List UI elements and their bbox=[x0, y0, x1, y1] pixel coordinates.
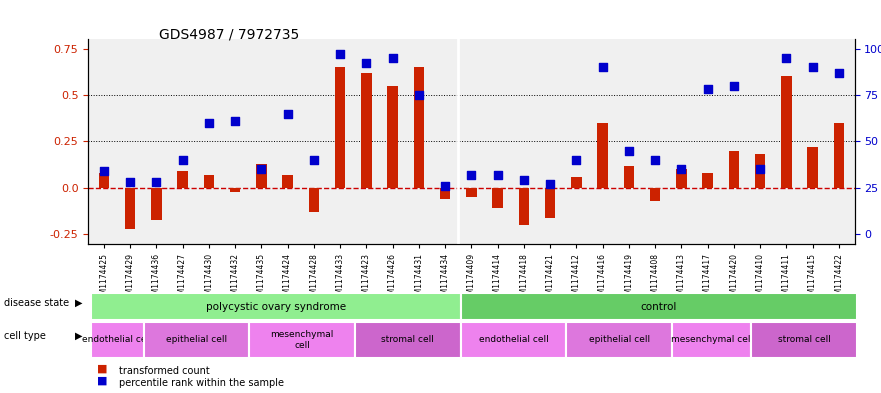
Text: cell type: cell type bbox=[4, 331, 47, 341]
Bar bbox=[388, 86, 398, 188]
Point bbox=[464, 172, 478, 178]
Text: transformed count: transformed count bbox=[119, 366, 210, 376]
Text: control: control bbox=[640, 301, 677, 312]
Point bbox=[228, 118, 242, 124]
Text: stromal cell: stromal cell bbox=[381, 336, 434, 344]
Point bbox=[569, 157, 583, 163]
Text: GDS4987 / 7972735: GDS4987 / 7972735 bbox=[159, 28, 299, 42]
Point bbox=[123, 179, 137, 185]
Text: endothelial cell: endothelial cell bbox=[478, 336, 549, 344]
Text: percentile rank within the sample: percentile rank within the sample bbox=[119, 378, 284, 388]
Bar bbox=[440, 188, 450, 199]
Bar bbox=[729, 151, 739, 188]
Point bbox=[700, 86, 714, 93]
Point bbox=[648, 157, 663, 163]
Point bbox=[832, 70, 846, 76]
Text: endothelial cell: endothelial cell bbox=[82, 336, 152, 344]
Bar bbox=[650, 188, 661, 201]
Text: mesenchymal cell: mesenchymal cell bbox=[670, 336, 753, 344]
Bar bbox=[702, 173, 713, 188]
Point bbox=[202, 120, 216, 126]
Bar bbox=[125, 188, 136, 229]
Point bbox=[780, 55, 794, 61]
Point bbox=[149, 179, 163, 185]
Bar bbox=[282, 175, 292, 188]
Point bbox=[491, 172, 505, 178]
Point bbox=[543, 181, 557, 187]
Bar bbox=[597, 123, 608, 188]
Bar bbox=[230, 188, 241, 192]
Bar bbox=[204, 175, 214, 188]
Point bbox=[175, 157, 189, 163]
Point bbox=[411, 92, 426, 98]
Text: stromal cell: stromal cell bbox=[778, 336, 831, 344]
Text: ■: ■ bbox=[97, 364, 107, 373]
Bar bbox=[99, 173, 109, 188]
Text: epithelial cell: epithelial cell bbox=[589, 336, 650, 344]
Bar bbox=[571, 177, 581, 188]
Text: polycystic ovary syndrome: polycystic ovary syndrome bbox=[205, 301, 346, 312]
Bar bbox=[152, 188, 161, 220]
Point bbox=[805, 64, 819, 70]
Point bbox=[753, 166, 767, 173]
Bar bbox=[519, 188, 529, 225]
Bar bbox=[413, 67, 424, 188]
Bar bbox=[177, 171, 188, 188]
Text: ▶: ▶ bbox=[75, 298, 83, 308]
Point bbox=[438, 183, 452, 189]
Point bbox=[359, 60, 374, 66]
Bar bbox=[624, 165, 634, 188]
Bar bbox=[544, 188, 555, 218]
Bar bbox=[308, 188, 319, 212]
Text: epithelial cell: epithelial cell bbox=[166, 336, 227, 344]
Point bbox=[596, 64, 610, 70]
Bar bbox=[833, 123, 844, 188]
Bar bbox=[256, 164, 267, 188]
Point bbox=[255, 166, 269, 173]
Point bbox=[517, 177, 531, 184]
Text: mesenchymal
cell: mesenchymal cell bbox=[270, 330, 334, 350]
Bar bbox=[335, 67, 345, 188]
Point bbox=[333, 51, 347, 57]
Bar bbox=[755, 154, 766, 188]
Point bbox=[674, 166, 688, 173]
Point bbox=[97, 168, 111, 174]
Bar bbox=[807, 147, 818, 188]
Bar bbox=[676, 169, 686, 188]
Text: disease state: disease state bbox=[4, 298, 70, 308]
Point bbox=[280, 110, 294, 117]
Text: ▶: ▶ bbox=[75, 331, 83, 341]
Bar bbox=[466, 188, 477, 197]
Bar bbox=[361, 73, 372, 188]
Bar bbox=[492, 188, 503, 208]
Point bbox=[727, 83, 741, 89]
Text: ■: ■ bbox=[97, 375, 107, 385]
Point bbox=[386, 55, 400, 61]
Point bbox=[622, 148, 636, 154]
Point bbox=[307, 157, 321, 163]
Bar bbox=[781, 77, 791, 188]
